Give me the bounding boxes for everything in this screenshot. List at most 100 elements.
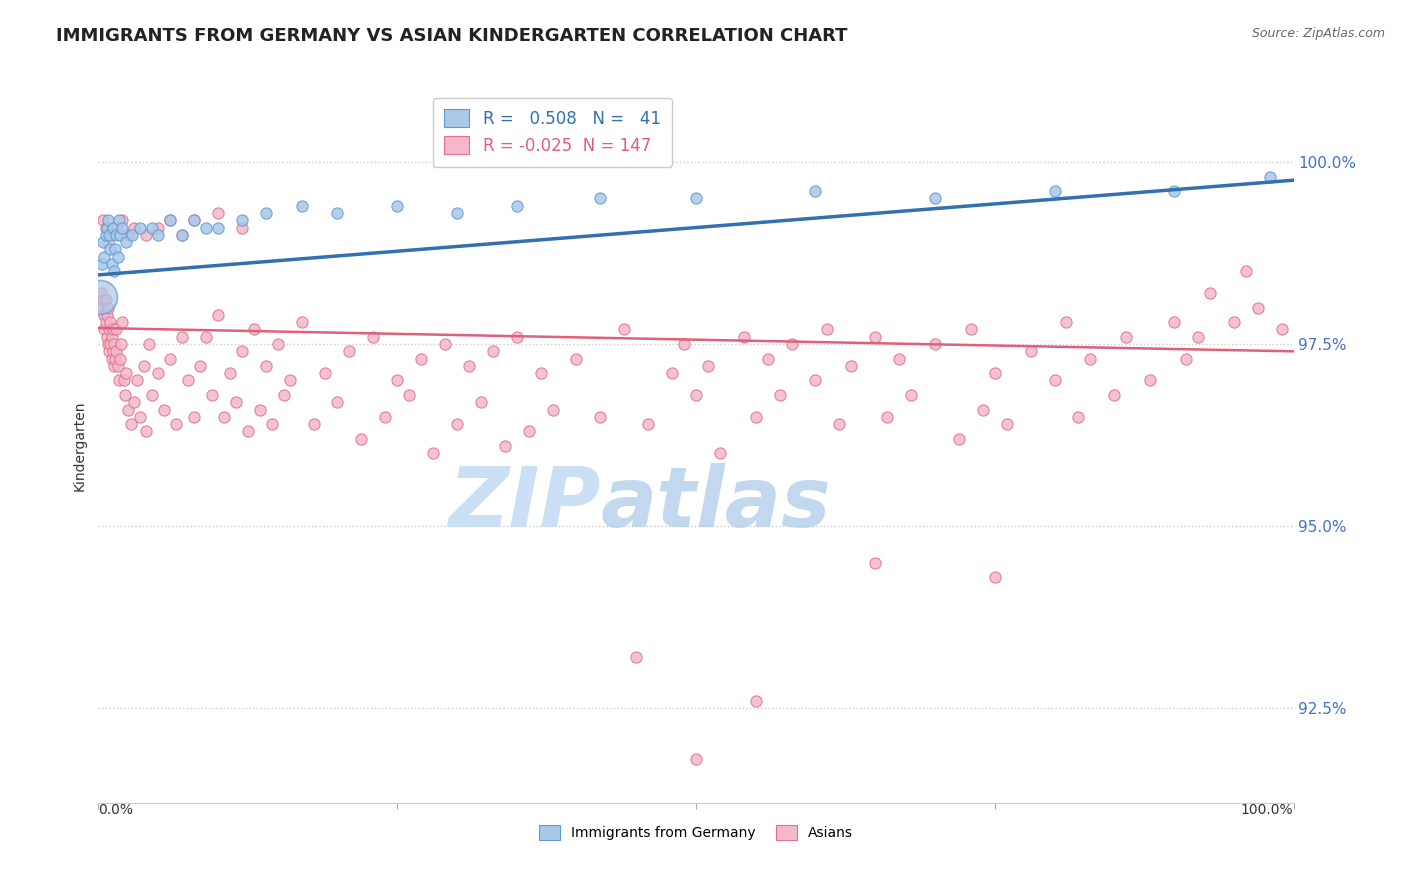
Point: [101, 220, 124, 235]
Point: [207, 308, 229, 322]
Point: [446, 417, 468, 432]
Point: [865, 330, 887, 344]
Point: [98, 344, 121, 359]
Point: [541, 402, 564, 417]
Text: 100.0%: 100.0%: [1241, 803, 1294, 817]
Point: [129, 220, 152, 235]
Point: [733, 330, 755, 344]
Point: [111, 220, 134, 235]
Point: [125, 374, 148, 388]
Point: [107, 250, 129, 264]
Point: [267, 337, 290, 351]
Point: [98, 227, 122, 242]
Point: [103, 337, 125, 351]
Point: [780, 337, 803, 351]
Point: [326, 206, 349, 220]
Point: [103, 264, 125, 278]
Point: [900, 388, 922, 402]
Point: [104, 243, 127, 257]
Point: [637, 417, 659, 432]
Point: [94, 315, 117, 329]
Point: [100, 257, 122, 271]
Point: [385, 199, 409, 213]
Point: [411, 351, 433, 366]
Point: [1104, 388, 1126, 402]
Point: [506, 330, 529, 344]
Point: [132, 359, 155, 373]
Point: [1019, 344, 1042, 359]
Point: [117, 227, 139, 242]
Point: [107, 213, 129, 227]
Point: [804, 374, 827, 388]
Point: [91, 235, 114, 249]
Point: [98, 243, 122, 257]
Point: [278, 374, 301, 388]
Point: [111, 315, 134, 329]
Point: [1043, 374, 1066, 388]
Point: [1223, 315, 1246, 329]
Text: Source: ZipAtlas.com: Source: ZipAtlas.com: [1251, 27, 1385, 40]
Point: [302, 417, 325, 432]
Point: [828, 417, 851, 432]
Point: [207, 220, 229, 235]
Point: [398, 388, 420, 402]
Point: [120, 417, 142, 432]
Point: [482, 344, 505, 359]
Point: [1115, 330, 1137, 344]
Point: [1056, 315, 1078, 329]
Point: [434, 337, 457, 351]
Point: [385, 374, 409, 388]
Point: [697, 359, 720, 373]
Point: [117, 402, 139, 417]
Point: [212, 409, 235, 424]
Point: [124, 395, 146, 409]
Point: [589, 191, 612, 205]
Point: [231, 213, 253, 227]
Point: [115, 235, 138, 249]
Point: [93, 322, 115, 336]
Point: [1163, 184, 1185, 198]
Point: [115, 366, 138, 380]
Point: [93, 308, 115, 322]
Point: [254, 359, 277, 373]
Point: [98, 315, 122, 329]
Point: [107, 359, 129, 373]
Point: [219, 366, 242, 380]
Point: [108, 351, 131, 366]
Point: [98, 322, 121, 336]
Point: [97, 235, 120, 249]
Point: [100, 351, 122, 366]
Point: [889, 351, 911, 366]
Point: [90, 286, 112, 301]
Point: [506, 199, 529, 213]
Point: [273, 388, 295, 402]
Point: [183, 409, 205, 424]
Point: [103, 359, 125, 373]
Point: [108, 227, 131, 242]
Point: [225, 395, 247, 409]
Point: [984, 570, 1007, 584]
Point: [626, 650, 648, 665]
Point: [89, 290, 111, 304]
Point: [141, 388, 163, 402]
Point: [94, 293, 117, 308]
Text: atlas: atlas: [600, 463, 831, 543]
Point: [101, 322, 124, 336]
Point: [1067, 409, 1090, 424]
Point: [756, 351, 779, 366]
Point: [110, 337, 132, 351]
Point: [138, 337, 160, 351]
Point: [100, 330, 122, 344]
Point: [745, 694, 768, 708]
Point: [350, 432, 373, 446]
Point: [172, 227, 194, 242]
Point: [613, 322, 636, 336]
Text: 0.0%: 0.0%: [98, 803, 134, 817]
Point: [709, 446, 731, 460]
Point: [995, 417, 1018, 432]
Point: [94, 227, 117, 242]
Point: [1163, 315, 1185, 329]
Point: [96, 220, 118, 235]
Point: [769, 388, 792, 402]
Text: ZIP: ZIP: [447, 463, 600, 543]
